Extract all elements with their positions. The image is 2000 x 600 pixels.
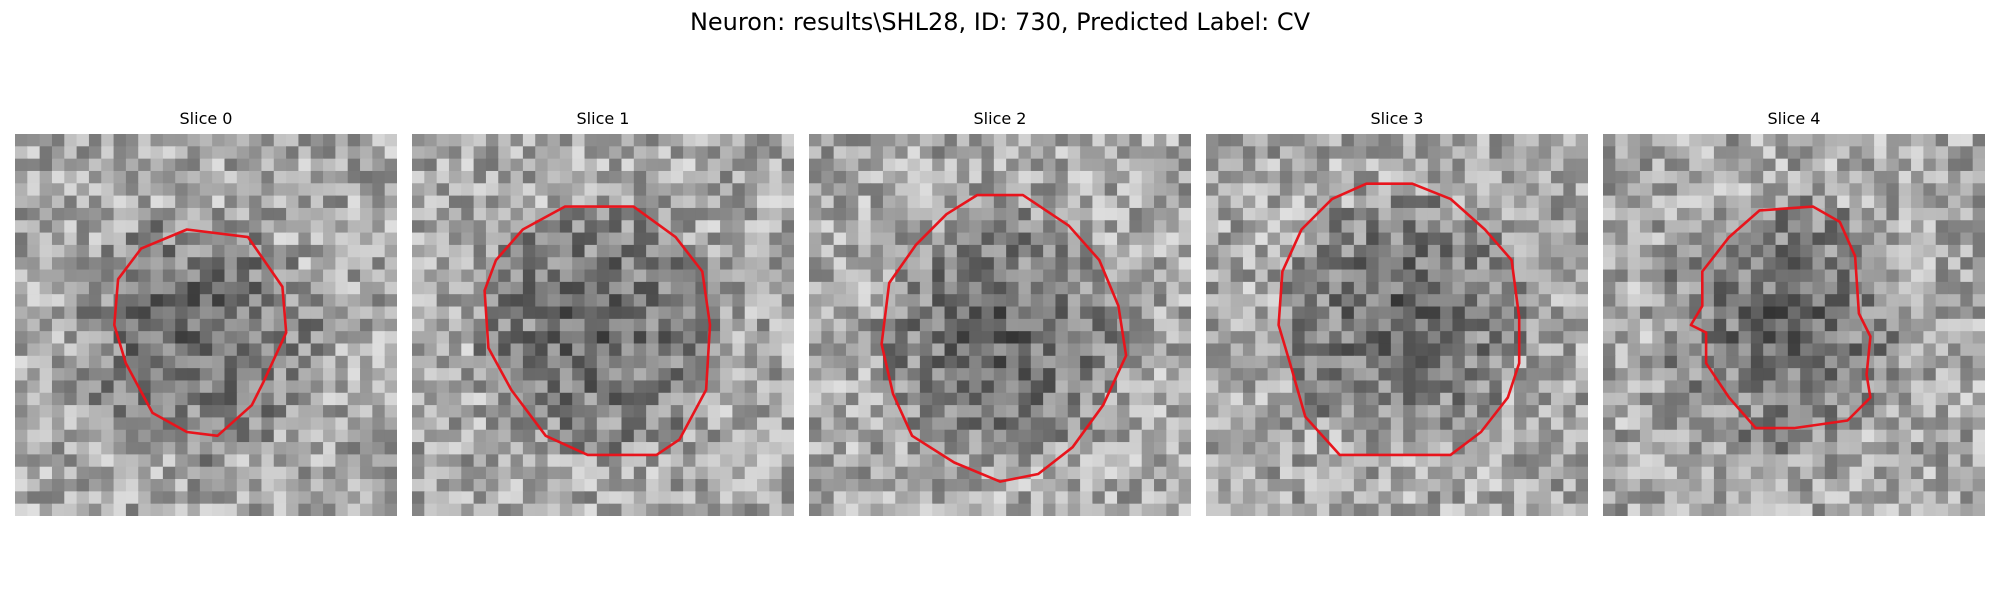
slice-image — [809, 134, 1191, 516]
roi-contour — [880, 193, 1128, 483]
slice-panel-4: Slice 4 — [1603, 108, 1985, 516]
slice-title: Slice 0 — [179, 109, 233, 128]
slice-panel-0: Slice 0 — [15, 108, 397, 516]
slice-panel-1: Slice 1 — [412, 108, 794, 516]
roi-contour — [113, 228, 288, 438]
slice-title: Slice 2 — [973, 109, 1027, 128]
roi-contour — [1277, 182, 1521, 457]
slice-title: Slice 4 — [1767, 109, 1821, 128]
slice-image — [15, 134, 397, 516]
roi-contour — [1689, 205, 1872, 430]
figure-title: Neuron: results\SHL28, ID: 730, Predicte… — [689, 8, 1311, 36]
slice-panel-3: Slice 3 — [1206, 108, 1588, 516]
slice-image — [412, 134, 794, 516]
slice-panel-2: Slice 2 — [809, 108, 1191, 516]
slice-image — [1603, 134, 1985, 516]
roi-contour — [483, 205, 712, 457]
slice-title: Slice 1 — [576, 109, 630, 128]
slice-image — [1206, 134, 1588, 516]
slice-title: Slice 3 — [1370, 109, 1424, 128]
